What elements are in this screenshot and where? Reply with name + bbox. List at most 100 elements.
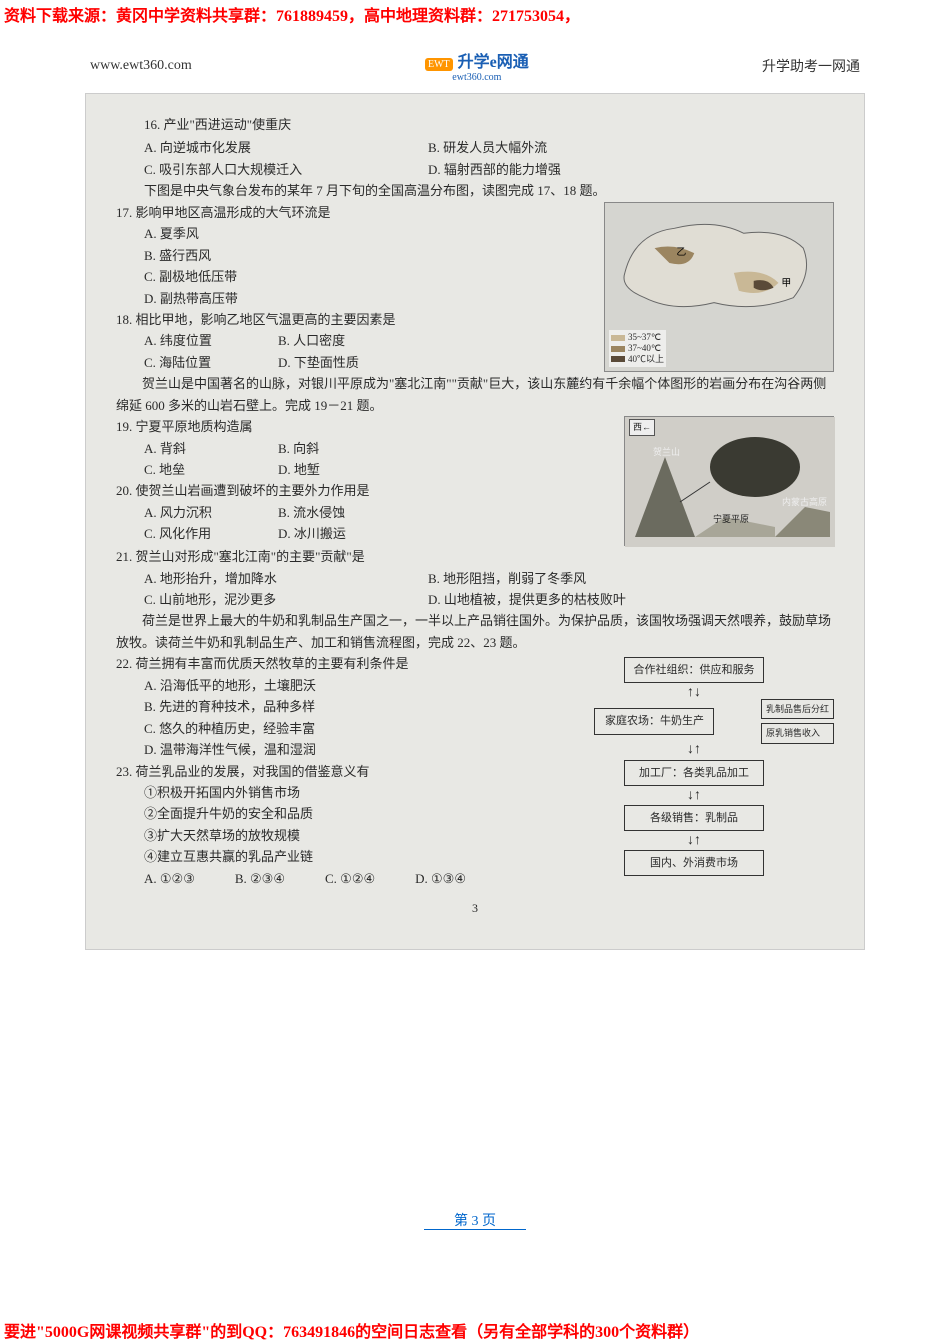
q18-B: B. 人口密度 [278,330,388,351]
cross-section-icon [625,417,835,547]
q19-r2: C. 地垒 D. 地堑 [116,459,610,480]
q23-stem: 23. 荷兰乳品业的发展，对我国的借鉴意义有 [116,761,534,782]
bottom-banner: 要进"5000G网课视频共享群"的到QQ：763491846的空间日志查看（另有… [4,1318,699,1342]
q21-r2: C. 山前地形，泥沙更多 D. 山地植被，提供更多的枯枝败叶 [116,589,834,610]
q22-A: A. 沿海低平的地形，土壤肥沃 [116,675,534,696]
logo-badge: EWT [425,58,453,71]
q18-C: C. 海陆位置 [144,352,254,373]
dairy-flowchart: 合作社组织：供应和服务 ↑↓ 家庭农场：牛奶生产 乳制品售后分红 原乳销售收入 … [554,653,834,889]
legend-1: 35~37℃ [628,332,661,343]
q19-A: A. 背斜 [144,438,254,459]
top-banner: 资料下载来源：黄冈中学资料共享群：761889459，高中地理资料群：27175… [0,0,950,28]
q23-o4: ④建立互惠共赢的乳品产业链 [116,846,534,867]
rock-neimeng-label: 内蒙古高原 [782,495,827,510]
q19-20-block: 19. 宁夏平原地质构造属 A. 背斜 B. 向斜 C. 地垒 D. 地堑 20… [116,416,834,546]
flow-node-3: 加工厂：各类乳品加工 [624,760,764,786]
q21-A: A. 地形抬升，增加降水 [144,568,404,589]
inner-page-number: 3 [116,899,834,919]
q17-B: B. 盛行西风 [116,245,594,266]
q22-D: D. 温带海洋性气候，温和湿润 [116,739,534,760]
q21-stem: 21. 贺兰山对形成"塞北江南"的主要"贡献"是 [116,546,834,567]
logo: EWT 升学e网通 ewt360.com [425,48,529,83]
q17-C: C. 副极地低压带 [116,266,594,287]
q23-C: C. ①②④ [325,868,375,889]
q17-stem: 17. 影响甲地区高温形成的大气环流是 [116,202,594,223]
flow-node-5: 国内、外消费市场 [624,850,764,876]
header-url: www.ewt360.com [90,58,192,74]
arrow-icon: ↓↑ [554,790,834,801]
arrow-icon: ↑↓ [554,687,834,698]
q18-row1: A. 纬度位置 B. 人口密度 [116,330,594,351]
china-outline-icon: 乙 甲 [605,203,833,323]
q19-C: C. 地垒 [144,459,254,480]
footer-page-link[interactable]: 第 3 页 [0,1210,950,1230]
map-label-yi: 乙 [676,246,686,258]
q22-23-block: 22. 荷兰拥有丰富而优质天然牧草的主要有利条件是 A. 沿海低平的地形，土壤肥… [116,653,834,889]
q19-B: B. 向斜 [278,438,388,459]
rock-west-label: 西← [629,419,655,436]
intro-17-18: 下图是中央气象台发布的某年 7 月下旬的全国高温分布图，读图完成 17、18 题… [116,180,834,201]
flow-node-1: 合作社组织：供应和服务 [624,657,764,683]
q21-D: D. 山地植被，提供更多的枯枝败叶 [428,589,688,610]
q16-stem: 16. 产业"西进运动"使重庆 [116,114,834,135]
q16-options: A. 向逆城市化发展 B. 研发人员大幅外流 [116,137,834,158]
helan-cross-section: 西← 贺兰山 宁夏平原 内蒙古高原 [624,416,834,546]
logo-sub: ewt360.com [425,72,529,83]
scanned-exam-page: 16. 产业"西进运动"使重庆 A. 向逆城市化发展 B. 研发人员大幅外流 C… [85,93,865,950]
q22-C: C. 悠久的种植历史，经验丰富 [116,718,534,739]
q16-D: D. 辐射西部的能力增强 [428,159,688,180]
q18-stem: 18. 相比甲地，影响乙地区气温更高的主要因素是 [116,309,594,330]
q16-B: B. 研发人员大幅外流 [428,137,688,158]
q23-A: A. ①②③ [144,868,195,889]
q23-B: B. ②③④ [235,868,285,889]
q23-o3: ③扩大天然草场的放牧规模 [116,825,534,846]
q18-row2: C. 海陆位置 D. 下垫面性质 [116,352,594,373]
header-right: 升学助考一网通 [762,56,860,76]
china-heat-map: 乙 甲 35~37℃ 37~40℃ 40℃以上 [604,202,834,372]
map-legend: 35~37℃ 37~40℃ 40℃以上 [609,330,666,366]
q23-opts: A. ①②③ B. ②③④ C. ①②④ D. ①③④ [116,868,534,889]
q16-C: C. 吸引东部人口大规模迁入 [144,159,404,180]
q20-C: C. 风化作用 [144,523,254,544]
flow-node-2a: 乳制品售后分红 [761,699,834,720]
q17-18-block: 17. 影响甲地区高温形成的大气环流是 A. 夏季风 B. 盛行西风 C. 副极… [116,202,834,374]
rock-ningxia-label: 宁夏平原 [713,512,749,527]
legend-2: 37~40℃ [628,343,661,354]
q20-stem: 20. 使贺兰山岩画遭到破坏的主要外力作用是 [116,480,610,501]
rock-helan-label: 贺兰山 [653,445,680,460]
map-label-jia: 甲 [781,278,791,289]
q20-r1: A. 风力沉积 B. 流水侵蚀 [116,502,610,523]
page-header: www.ewt360.com EWT 升学e网通 ewt360.com 升学助考… [0,28,950,93]
intro-22-23: 荷兰是世界上最大的牛奶和乳制品生产国之一，一半以上产品销往国外。为保护品质，该国… [116,610,834,653]
q23-o1: ①积极开拓国内外销售市场 [116,782,534,803]
q23-D: D. ①③④ [415,868,466,889]
q20-A: A. 风力沉积 [144,502,254,523]
arrow-icon: ↓↑ [554,835,834,846]
q22-B: B. 先进的育种技术，品种多样 [116,696,534,717]
q20-r2: C. 风化作用 D. 冰川搬运 [116,523,610,544]
intro-19-21: 贺兰山是中国著名的山脉，对银川平原成为"塞北江南""贡献"巨大，该山东麓约有千余… [116,373,834,416]
q17-D: D. 副热带高压带 [116,288,594,309]
q17-A: A. 夏季风 [116,223,594,244]
flow-node-4: 各级销售：乳制品 [624,805,764,831]
q16-A: A. 向逆城市化发展 [144,137,404,158]
q23-o2: ②全面提升牛奶的安全和品质 [116,803,534,824]
q21-C: C. 山前地形，泥沙更多 [144,589,404,610]
q18-D: D. 下垫面性质 [278,352,388,373]
q21-r1: A. 地形抬升，增加降水 B. 地形阻挡，削弱了冬季风 [116,568,834,589]
q19-r1: A. 背斜 B. 向斜 [116,438,610,459]
footer-page-label: 第 3 页 [424,1214,526,1230]
arrow-icon: ↓↑ [554,744,834,755]
legend-3: 40℃以上 [628,354,664,365]
flow-node-2: 家庭农场：牛奶生产 [594,708,714,734]
q20-B: B. 流水侵蚀 [278,502,388,523]
q22-stem: 22. 荷兰拥有丰富而优质天然牧草的主要有利条件是 [116,653,534,674]
logo-main: 升学e网通 [458,54,529,71]
q21-B: B. 地形阻挡，削弱了冬季风 [428,568,688,589]
q18-A: A. 纬度位置 [144,330,254,351]
q20-D: D. 冰川搬运 [278,523,388,544]
q16-options-2: C. 吸引东部人口大规模迁入 D. 辐射西部的能力增强 [116,159,834,180]
q19-D: D. 地堑 [278,459,388,480]
q19-stem: 19. 宁夏平原地质构造属 [116,416,610,437]
flow-node-2b: 原乳销售收入 [761,723,834,744]
